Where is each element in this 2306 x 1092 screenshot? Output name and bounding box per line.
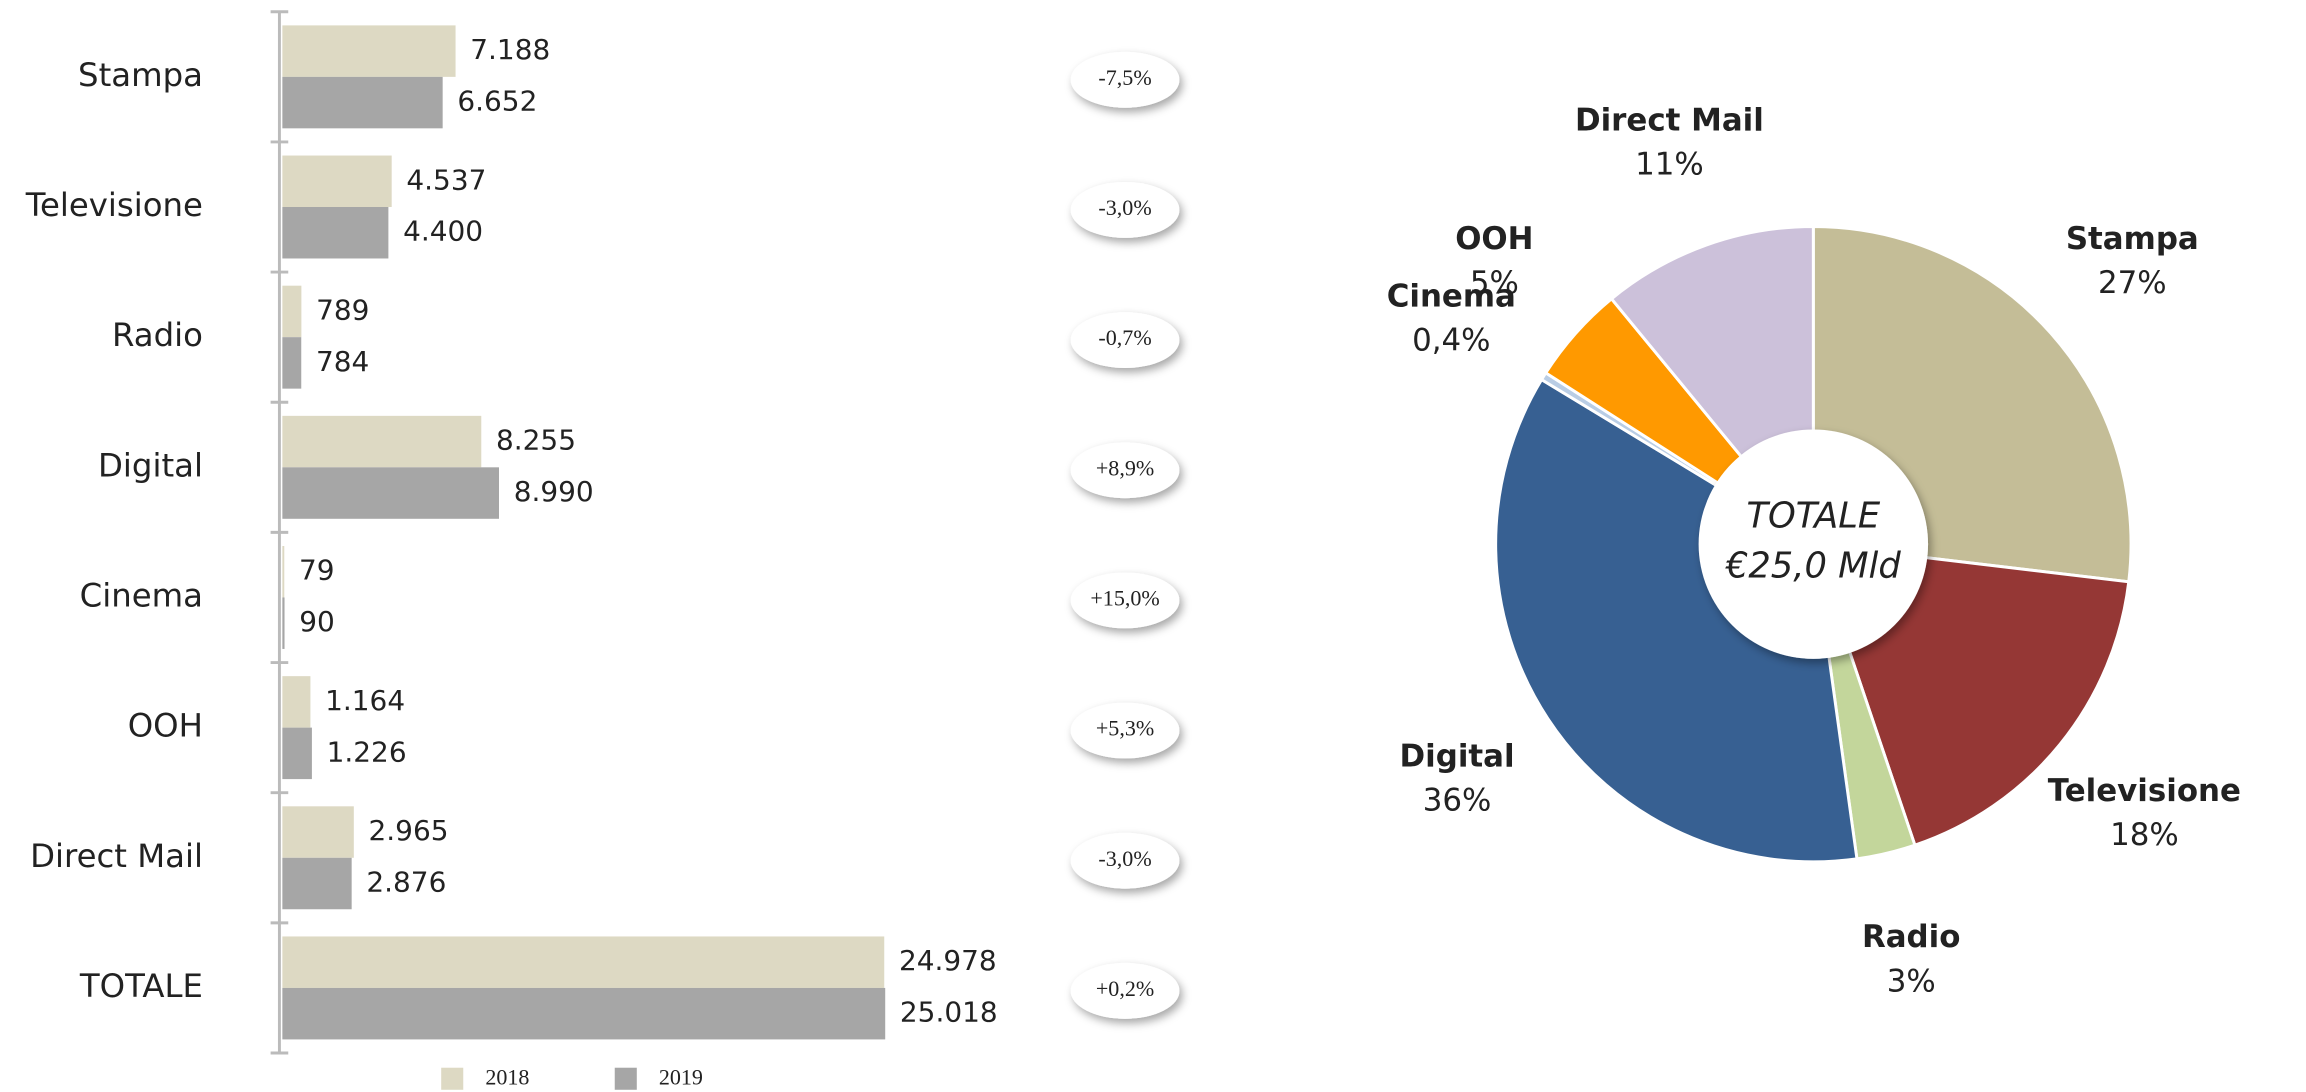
change-badge bbox=[1070, 312, 1180, 369]
legend-label: 2018 bbox=[485, 1065, 529, 1090]
slice-percent: 11% bbox=[1635, 147, 1704, 183]
category-label: Digital bbox=[98, 446, 203, 484]
change-badge bbox=[1070, 702, 1180, 759]
value-label: 789 bbox=[316, 293, 369, 326]
bar bbox=[282, 936, 885, 988]
slice-percent: 27% bbox=[2098, 265, 2167, 301]
bar bbox=[282, 415, 482, 468]
category-label: TOTALE bbox=[79, 967, 203, 1005]
value-label: 8.255 bbox=[496, 424, 576, 457]
value-label: 4.537 bbox=[406, 163, 486, 196]
slice-name: Digital bbox=[1400, 739, 1515, 775]
change-label: +0,2% bbox=[1096, 976, 1154, 1001]
category-label: Radio bbox=[112, 316, 203, 354]
value-label: 4.400 bbox=[403, 215, 483, 248]
change-label: +15,0% bbox=[1090, 585, 1159, 610]
legend-swatch bbox=[441, 1067, 464, 1090]
slice-percent: 3% bbox=[1887, 963, 1936, 999]
value-label: 8.990 bbox=[514, 475, 594, 508]
bar bbox=[282, 597, 285, 649]
value-label: 2.876 bbox=[366, 866, 446, 899]
slice-percent: 18% bbox=[2110, 817, 2179, 853]
change-badge bbox=[1070, 442, 1180, 499]
bar bbox=[282, 676, 311, 728]
change-label: -0,7% bbox=[1098, 325, 1151, 350]
change-label: -3,0% bbox=[1098, 846, 1151, 871]
bar bbox=[282, 467, 499, 519]
slice-name: Stampa bbox=[2066, 221, 2199, 257]
bar bbox=[282, 806, 354, 858]
slice-name: Televisione bbox=[2048, 773, 2241, 809]
category-label: Televisione bbox=[25, 186, 203, 224]
bar bbox=[282, 285, 302, 338]
bar bbox=[282, 987, 886, 1040]
value-label: 1.226 bbox=[327, 735, 407, 768]
change-label: +5,3% bbox=[1096, 716, 1154, 741]
category-label: Cinema bbox=[80, 576, 203, 614]
change-badge bbox=[1070, 572, 1180, 629]
slice-percent: 5% bbox=[1470, 265, 1519, 301]
bar bbox=[282, 207, 389, 259]
category-label: Direct Mail bbox=[30, 837, 203, 875]
donut-hole bbox=[1698, 429, 1929, 659]
category-label: Stampa bbox=[78, 56, 203, 94]
center-label: TOTALE bbox=[1746, 496, 1880, 537]
value-label: 2.965 bbox=[369, 814, 449, 847]
value-label: 7.188 bbox=[470, 33, 550, 66]
value-label: 784 bbox=[316, 345, 369, 378]
bar bbox=[282, 857, 352, 910]
value-label: 24.978 bbox=[899, 944, 997, 977]
change-badge bbox=[1070, 962, 1180, 1019]
legend-label: 2019 bbox=[659, 1065, 703, 1090]
bar bbox=[282, 155, 392, 208]
bar bbox=[282, 76, 443, 129]
change-label: -3,0% bbox=[1098, 195, 1151, 220]
bar bbox=[282, 337, 302, 389]
change-badge bbox=[1070, 182, 1180, 238]
value-label: 79 bbox=[299, 554, 335, 587]
slice-percent: 0,4% bbox=[1412, 323, 1490, 359]
change-label: +8,9% bbox=[1096, 455, 1154, 480]
bar bbox=[282, 546, 285, 598]
change-badge bbox=[1070, 832, 1180, 889]
category-label: OOH bbox=[128, 707, 203, 745]
slice-name: OOH bbox=[1455, 221, 1533, 257]
slice-percent: 36% bbox=[1423, 783, 1492, 819]
slice-name: Radio bbox=[1862, 919, 1961, 955]
center-label: €25,0 Mld bbox=[1725, 546, 1901, 587]
value-label: 1.164 bbox=[325, 684, 405, 717]
value-label: 25.018 bbox=[900, 996, 998, 1029]
bar bbox=[282, 727, 312, 780]
value-label: 90 bbox=[299, 605, 335, 638]
change-badge bbox=[1070, 51, 1180, 108]
legend-swatch bbox=[614, 1067, 637, 1090]
value-label: 6.652 bbox=[457, 85, 537, 118]
bar bbox=[282, 25, 456, 77]
slice-name: Cinema bbox=[1387, 279, 1516, 315]
change-label: -7,5% bbox=[1098, 65, 1151, 90]
slice-name: Direct Mail bbox=[1575, 103, 1764, 139]
